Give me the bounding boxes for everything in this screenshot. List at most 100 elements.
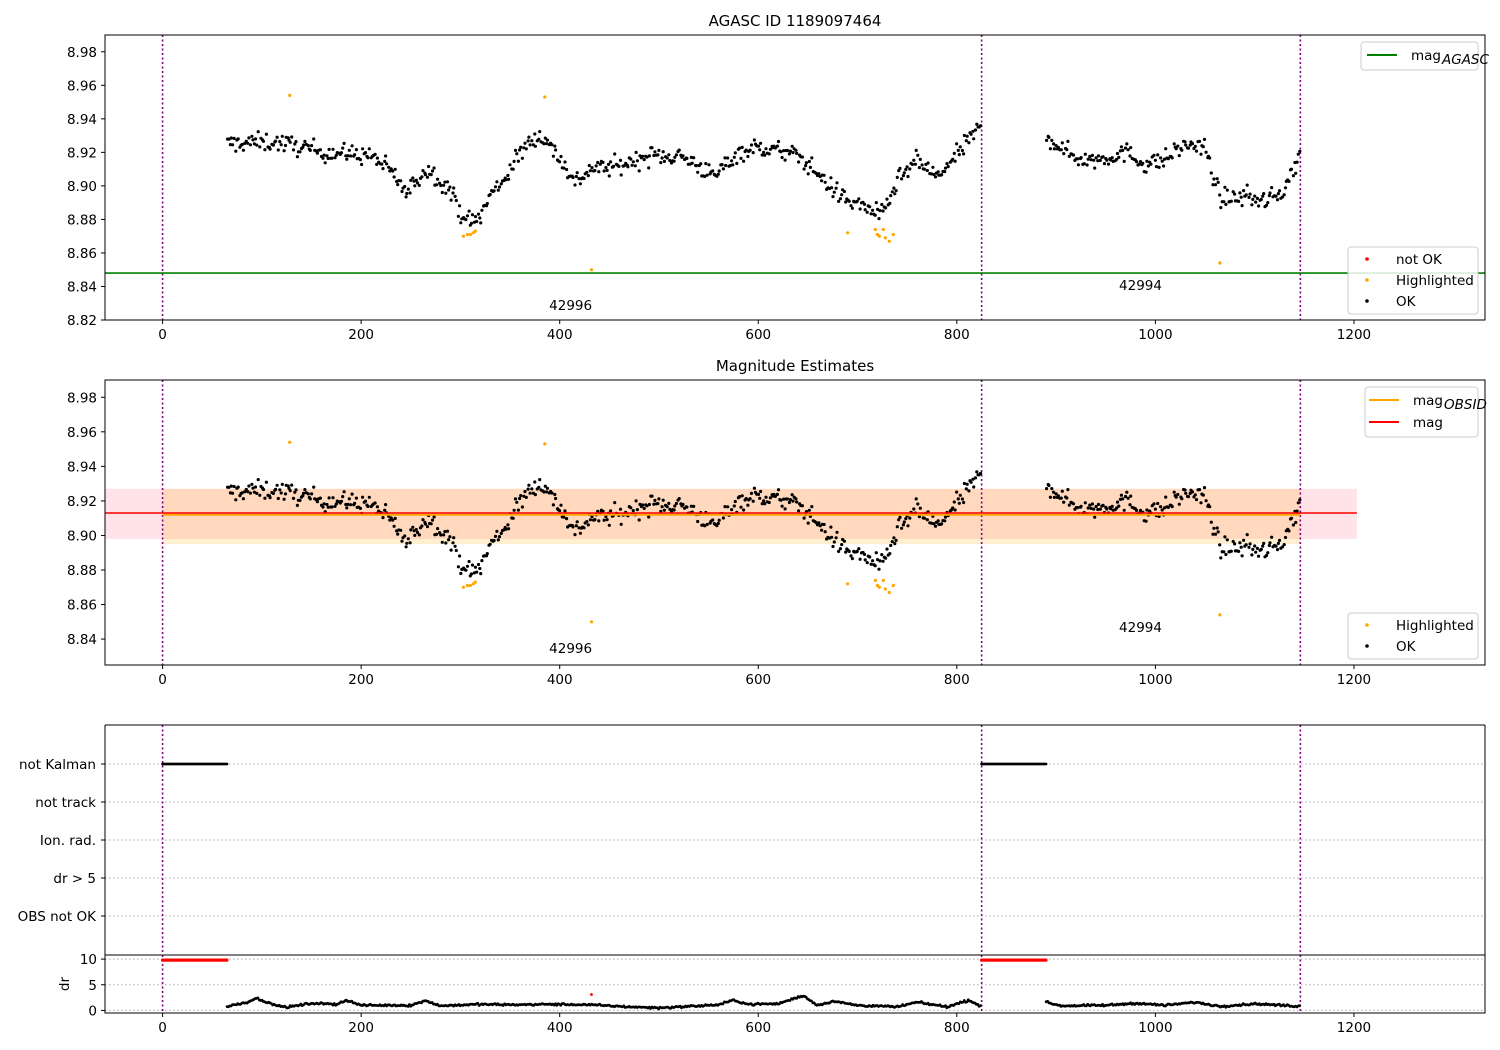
ok-point: [488, 542, 492, 546]
ok-point: [1184, 491, 1188, 495]
ok-point: [526, 487, 530, 491]
flag-point: [1044, 762, 1048, 766]
ok-point: [1248, 542, 1252, 546]
highlighted-point: [873, 227, 878, 232]
ok-point: [1294, 171, 1298, 175]
ok-point: [1259, 547, 1263, 552]
ok-point: [563, 509, 567, 513]
ok-point: [840, 193, 844, 197]
ok-point: [631, 160, 635, 164]
ok-point: [435, 532, 439, 536]
ok-point: [791, 499, 795, 503]
dr-not-ok-point: [225, 958, 229, 962]
ok-point: [855, 199, 859, 203]
ok-point: [231, 491, 235, 495]
ok-point: [271, 491, 275, 495]
ok-point: [893, 542, 897, 546]
legend-frame: [1347, 612, 1479, 660]
ok-point: [373, 501, 377, 505]
ok-point: [783, 158, 787, 162]
ok-point: [236, 137, 240, 141]
x-tick-label: 600: [745, 1020, 771, 1036]
ok-point: [1065, 496, 1069, 500]
ok-point: [361, 495, 365, 499]
highlighted-point: [877, 585, 882, 589]
ok-point: [740, 494, 744, 498]
ok-point: [716, 172, 720, 176]
ok-point: [511, 516, 515, 520]
ok-point: [742, 508, 746, 512]
ok-point: [413, 533, 417, 538]
ok-point: [596, 160, 600, 165]
ok-point: [439, 533, 443, 537]
ok-point: [1199, 501, 1203, 505]
ok-point: [785, 148, 790, 153]
ok-point: [790, 493, 794, 497]
ok-point: [912, 507, 916, 511]
ok-point: [901, 174, 906, 178]
ok-point: [618, 158, 623, 162]
ok-point: [565, 517, 569, 521]
ok-point: [447, 538, 451, 542]
ok-point: [913, 162, 918, 166]
ok-point: [251, 138, 255, 142]
ok-point: [1138, 508, 1143, 512]
ok-point: [1094, 504, 1098, 509]
highlighted-point: [461, 234, 465, 238]
ok-point: [318, 496, 322, 500]
ok-point: [268, 147, 272, 151]
ok-point: [533, 132, 537, 136]
ok-point: [354, 148, 358, 152]
ok-point: [1264, 553, 1269, 558]
ok-point: [877, 567, 881, 571]
ok-point: [773, 146, 778, 150]
ok-point: [717, 169, 721, 173]
ok-point: [1145, 508, 1149, 512]
ok-point: [448, 185, 452, 189]
ok-point: [717, 518, 721, 522]
ok-point: [493, 534, 498, 539]
ok-point: [448, 535, 452, 539]
ok-point: [881, 559, 885, 563]
obsid-label: 42994: [1119, 278, 1162, 294]
ok-point: [1239, 545, 1243, 549]
ok-point: [668, 158, 672, 163]
ok-point: [578, 182, 583, 186]
ok-point: [414, 178, 418, 182]
ok-point: [290, 135, 294, 139]
ok-point: [912, 158, 916, 162]
ok-point: [577, 526, 581, 530]
ok-point: [1079, 156, 1083, 160]
ok-point: [1257, 204, 1261, 208]
ok-point: [443, 530, 447, 534]
ok-point: [1083, 152, 1087, 156]
y-tick-label: 8.84: [67, 279, 97, 295]
ok-point: [275, 483, 279, 487]
ok-point: [1199, 152, 1203, 156]
ok-point: [543, 484, 547, 488]
ok-point: [629, 157, 633, 161]
mag-obsid-band: [162, 488, 1301, 545]
highlighted-point: [468, 583, 472, 588]
ok-point: [333, 504, 337, 508]
ok-point: [705, 173, 709, 177]
ok-point: [877, 217, 881, 221]
ok-point: [585, 170, 589, 174]
ok-point: [1123, 494, 1128, 499]
ok-point: [1054, 492, 1058, 496]
ok-point: [409, 178, 413, 182]
ok-point: [590, 166, 594, 170]
ok-point: [1117, 155, 1121, 159]
ok-point: [545, 138, 550, 142]
ok-point: [248, 143, 252, 147]
ok-point: [350, 144, 354, 148]
ok-point: [971, 477, 975, 481]
ok-point: [263, 496, 267, 500]
ok-point: [1177, 154, 1181, 158]
ok-point: [298, 150, 302, 154]
ok-point: [1212, 526, 1216, 530]
ok-point: [1089, 506, 1093, 510]
ok-point: [1218, 543, 1222, 547]
ok-point: [613, 152, 617, 156]
ok-point: [685, 505, 689, 509]
